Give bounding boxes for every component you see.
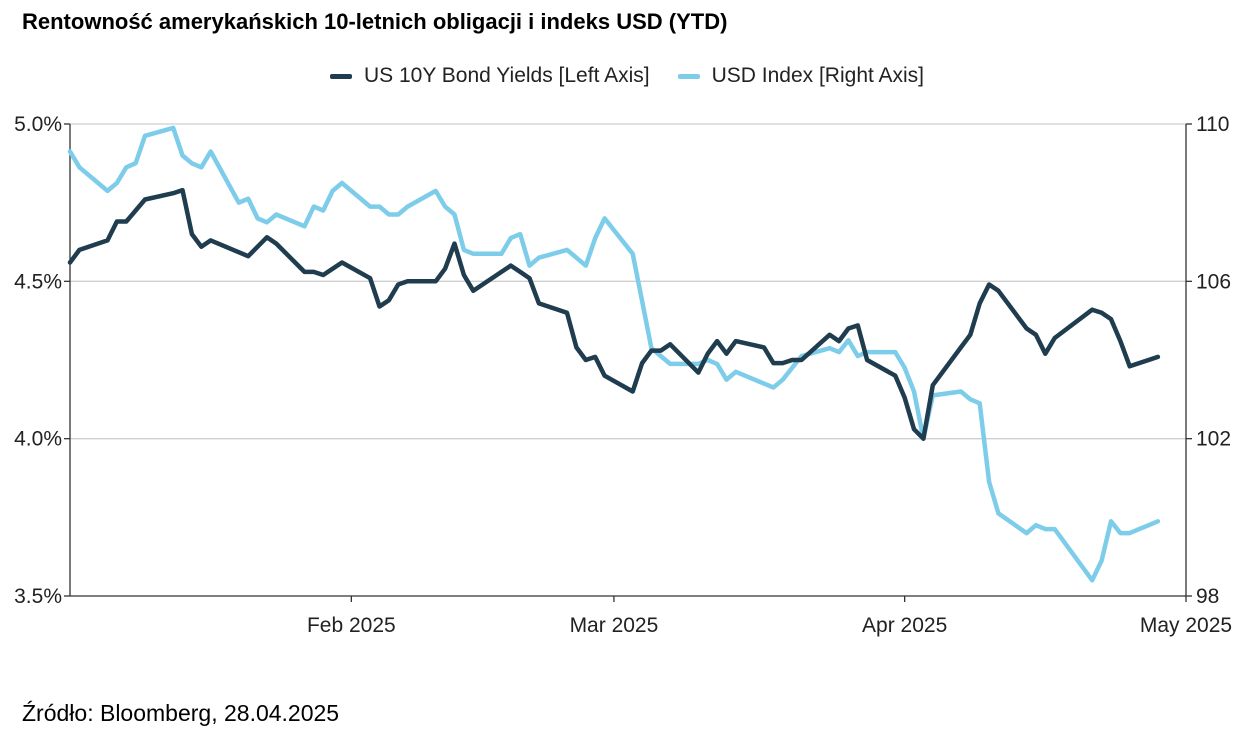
y-left-tick-label-0: 3.5% [14, 585, 62, 608]
legend-swatch-usd-index [677, 73, 700, 79]
x-tick-label-2: Apr 2025 [862, 614, 947, 637]
source-note: Źródło: Bloomberg, 28.04.2025 [22, 700, 340, 726]
legend-label-bond-yields: US 10Y Bond Yields [Left Axis] [363, 64, 650, 87]
legend: US 10Y Bond Yields [Left Axis] USD Index… [0, 64, 1254, 88]
y-right-tick-label-1: 102 [1196, 428, 1231, 451]
y-right-tick-label-2: 106 [1196, 270, 1231, 293]
series-line-bond-yields [67, 187, 1161, 441]
legend-swatch-bond-yields [329, 73, 352, 79]
x-tick-label-3: May 2025 [1140, 614, 1232, 637]
legend-label-usd-index: USD Index [Right Axis] [711, 64, 925, 87]
legend-item-bond-yields: US 10Y Bond Yields [Left Axis] [329, 64, 650, 88]
series-line-usd-index [67, 125, 1161, 583]
y-left-tick-label-3: 5.0% [14, 113, 62, 136]
y-left-tick-label-1: 4.0% [14, 428, 62, 451]
y-left-tick-label-2: 4.5% [14, 270, 62, 293]
legend-item-usd-index: USD Index [Right Axis] [677, 64, 925, 88]
x-tick-label-1: Mar 2025 [570, 614, 659, 637]
y-right-tick-label-3: 110 [1196, 113, 1229, 136]
chart-title: Rentowność amerykańskich 10-letnich obli… [22, 9, 728, 34]
line-chart: 3.5% 4.0% 4.5% 5.0% 98 102 106 110 Feb 2025 Mar 2… [14, 113, 1232, 637]
y-right-tick-label-0: 98 [1196, 585, 1219, 608]
x-tick-label-0: Feb 2025 [307, 614, 396, 637]
